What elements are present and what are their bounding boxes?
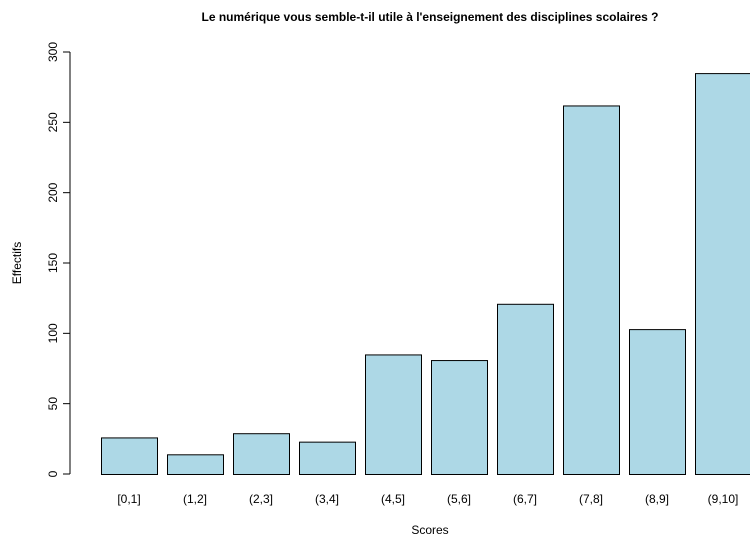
bar: [431, 360, 488, 475]
y-tick-label: 150: [46, 253, 60, 273]
bar: [167, 454, 224, 476]
bar: [563, 105, 620, 475]
bar: [365, 354, 422, 475]
bar: [233, 433, 290, 475]
x-tick-label: (3,4]: [315, 492, 339, 506]
bar: [629, 329, 686, 476]
x-tick-label: (7,8]: [579, 492, 603, 506]
chart-title: Le numérique vous semble-t-il utile à l'…: [202, 10, 659, 24]
x-tick-label: [0,1]: [117, 492, 140, 506]
x-tick-label: (5,6]: [447, 492, 471, 506]
y-tick-label: 0: [46, 470, 60, 477]
x-axis-label: Scores: [411, 523, 448, 537]
bar: [299, 441, 356, 475]
x-tick-label: (1,2]: [183, 492, 207, 506]
x-tick-label: (9,10]: [708, 492, 739, 506]
x-tick-label: (2,3]: [249, 492, 273, 506]
x-tick-label: (8,9]: [645, 492, 669, 506]
bar: [497, 303, 554, 475]
y-tick-label: 50: [46, 397, 60, 411]
x-tick-label: (6,7]: [513, 492, 537, 506]
y-axis-label: Effectifs: [10, 242, 24, 284]
x-tick-label: (4,5]: [381, 492, 405, 506]
y-tick-label: 250: [46, 112, 60, 132]
bar: [101, 437, 158, 475]
y-tick-label: 300: [46, 42, 60, 62]
y-tick-label: 100: [46, 323, 60, 343]
bar: [695, 73, 750, 475]
y-tick-label: 200: [46, 182, 60, 202]
